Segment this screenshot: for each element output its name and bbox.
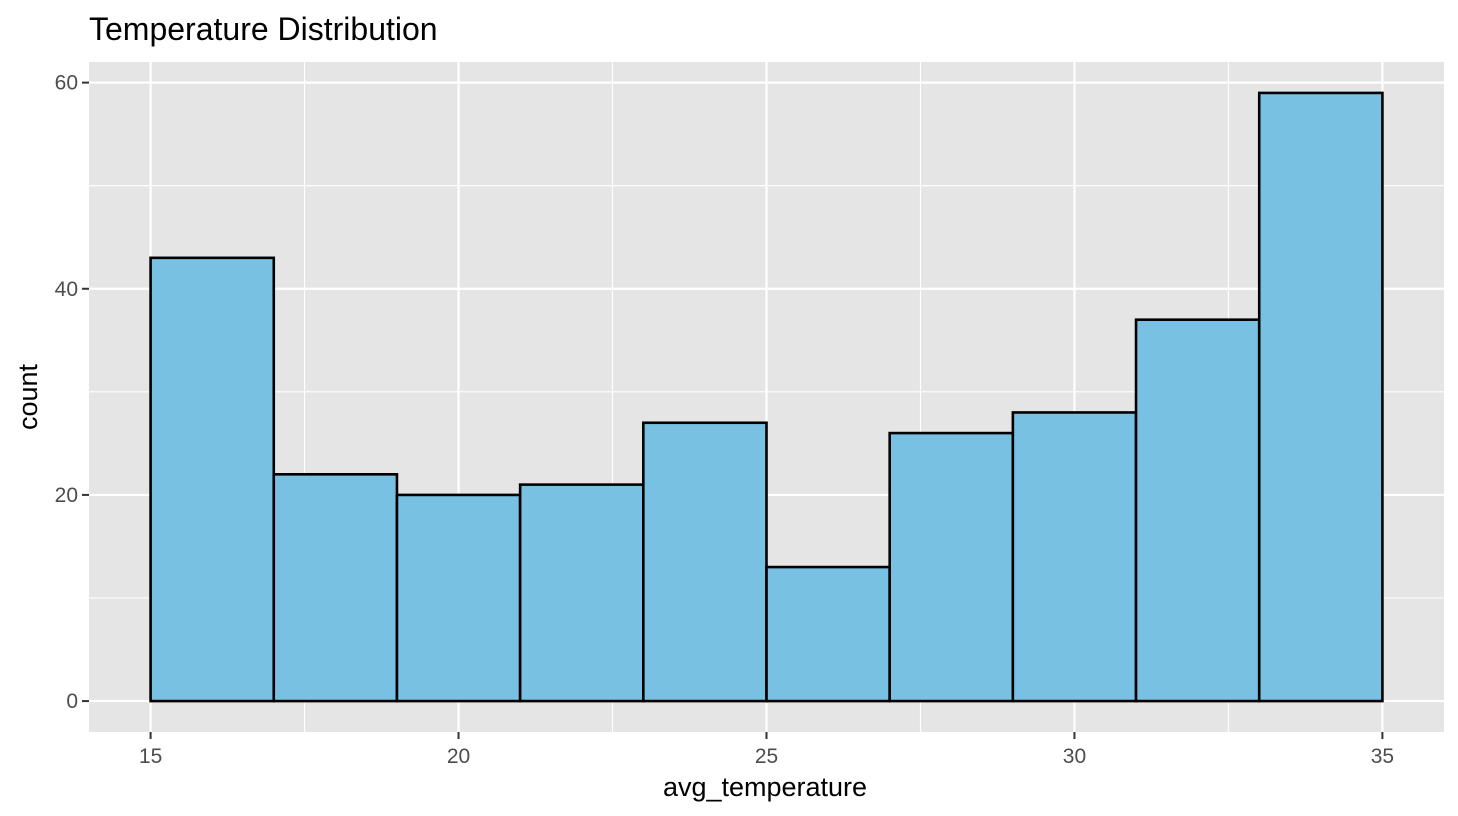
- y-tick-label: 60: [55, 72, 78, 95]
- histogram-bar: [518, 483, 645, 703]
- x-axis: 15 20 25 30 35: [139, 732, 1394, 768]
- y-axis-title: count: [13, 363, 43, 430]
- histogram-bar: [1011, 411, 1138, 703]
- chart-title: Temperature Distribution: [89, 11, 438, 47]
- y-tick-label: 0: [66, 690, 78, 713]
- histogram-bar: [765, 565, 891, 703]
- histogram-bar: [149, 256, 276, 703]
- x-tick-label: 20: [447, 745, 470, 768]
- x-axis-title: avg_temperature: [663, 772, 867, 802]
- histogram-bar: [395, 493, 522, 703]
- histogram-bar: [1134, 318, 1261, 703]
- x-tick-label: 25: [755, 745, 778, 768]
- x-tick-label: 30: [1063, 745, 1086, 768]
- histogram-bar: [642, 421, 768, 703]
- histogram-bar: [272, 473, 399, 703]
- histogram-bar: [888, 431, 1015, 703]
- x-tick-label: 35: [1371, 745, 1394, 768]
- histogram-bars: [149, 91, 1384, 703]
- x-tick-label: 15: [139, 745, 162, 768]
- histogram-bar: [1257, 91, 1384, 703]
- y-axis: 0 20 40 60: [55, 72, 89, 713]
- y-tick-label: 40: [55, 278, 78, 301]
- y-tick-label: 20: [55, 484, 78, 507]
